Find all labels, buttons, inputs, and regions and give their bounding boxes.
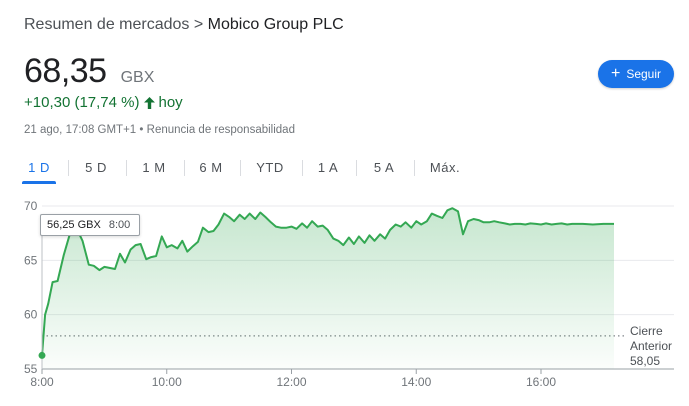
x-tick-label: 8:00: [30, 375, 54, 389]
arrow-up-icon: [143, 96, 155, 109]
stock-price: 68,35: [24, 52, 107, 90]
disclaimer-link[interactable]: Renuncia de responsabilidad: [146, 124, 295, 136]
breadcrumb-parent-link[interactable]: Resumen de mercados: [24, 16, 190, 33]
tab-divider: [126, 160, 127, 176]
price-row: 68,35 GBX: [24, 52, 154, 91]
previous-close-line1: Cierre: [630, 324, 663, 338]
breadcrumb-separator: >: [193, 16, 204, 33]
x-tick-label: 10:00: [152, 375, 182, 389]
previous-close-label: Cierre Anterior 58,05: [630, 324, 672, 369]
follow-button[interactable]: + Seguir: [598, 60, 674, 88]
tab-5a[interactable]: 5 A: [373, 160, 395, 175]
breadcrumb-current: Mobico Group PLC: [207, 16, 344, 33]
y-tick-label: 70: [24, 199, 38, 213]
tab-divider: [414, 160, 415, 176]
previous-close-line2: Anterior: [630, 339, 673, 353]
y-tick-label: 60: [24, 308, 38, 322]
tab-max[interactable]: Máx.: [429, 160, 461, 175]
y-tick-label: 55: [24, 362, 38, 376]
tab-6m[interactable]: 6 M: [199, 160, 223, 175]
tab-divider: [356, 160, 357, 176]
tab-1d[interactable]: 1 D: [22, 158, 56, 184]
quote-timestamp: 21 ago, 17:08 GMT+1: [24, 124, 137, 136]
tab-divider: [302, 160, 303, 176]
price-change: +10,30 (17,74 %) hoy: [24, 94, 183, 111]
tab-divider: [68, 160, 69, 176]
breadcrumb: Resumen de mercados > Mobico Group PLC: [24, 16, 344, 34]
tab-5d[interactable]: 5 D: [85, 160, 107, 175]
meta-separator: •: [139, 124, 144, 136]
cursor-point: [38, 351, 46, 359]
follow-button-label: Seguir: [626, 67, 662, 81]
tab-1a[interactable]: 1 A: [317, 160, 339, 175]
quote-meta: 21 ago, 17:08 GMT+1 • Renuncia de respon…: [24, 124, 295, 136]
tab-ytd[interactable]: YTD: [256, 160, 284, 175]
plus-icon: +: [610, 64, 621, 82]
tab-1m[interactable]: 1 M: [142, 160, 166, 175]
tab-divider: [240, 160, 241, 176]
currency-label: GBX: [120, 69, 155, 86]
tab-divider: [184, 160, 185, 176]
x-tick-label: 14:00: [401, 375, 431, 389]
previous-close-value: 58,05: [630, 354, 661, 368]
price-change-value: +10,30 (17,74 %): [24, 94, 140, 111]
price-chart[interactable]: 55 60 65 70 8:00 10:00 12:00 14:00 16:00: [0, 192, 689, 406]
y-tick-label: 65: [24, 253, 38, 267]
price-change-period: hoy: [158, 94, 183, 111]
tooltip-value: 56,25 GBX: [47, 219, 101, 231]
x-tick-label: 12:00: [276, 375, 306, 389]
tooltip-time: 8:00: [108, 219, 131, 231]
price-line: [41, 207, 614, 356]
x-tick-label: 16:00: [526, 375, 556, 389]
chart-tooltip: 56,25 GBX 8:00: [40, 214, 140, 236]
